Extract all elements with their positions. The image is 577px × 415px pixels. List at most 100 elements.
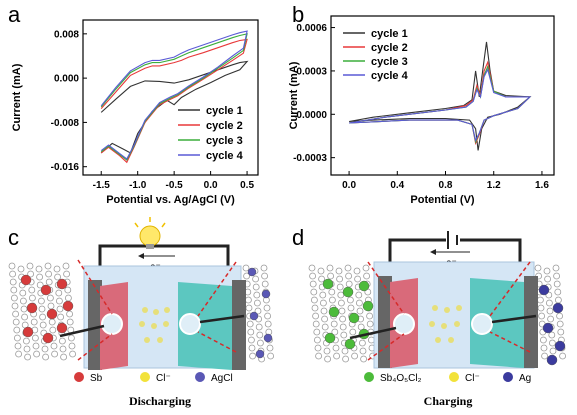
electrode-lattice-right [534, 264, 566, 366]
lattice-node [256, 331, 264, 339]
atom [40, 284, 52, 296]
lattice-node [24, 353, 32, 361]
lattice-node [315, 352, 323, 360]
lattice-node [266, 344, 274, 352]
atom [46, 308, 58, 320]
lattice-node [540, 344, 548, 352]
lattice-node [66, 310, 73, 318]
atom [348, 312, 360, 324]
lattice-node [9, 278, 17, 286]
y-tick-label: -0.016 [51, 162, 80, 173]
lattice-node [328, 296, 336, 304]
y-tick-label: 0.000 [54, 74, 79, 85]
lattice-node [256, 339, 264, 347]
lattice-node [337, 299, 345, 307]
lattice-node [310, 288, 318, 296]
lattice-node [56, 305, 64, 313]
lattice-node [355, 291, 363, 299]
legend-label: cycle 3 [371, 56, 408, 68]
lattice-node [11, 302, 19, 310]
arrow-head-icon [430, 249, 436, 255]
lattice-node [41, 345, 49, 353]
zoom-lines [367, 261, 531, 361]
atom [342, 286, 354, 298]
lattice-node [249, 352, 257, 360]
lattice-node [363, 272, 371, 280]
electrode-lattice-right [242, 264, 275, 363]
lattice-node [267, 352, 275, 360]
lattice-node [336, 283, 344, 291]
lattice-node [555, 296, 562, 304]
lattice-node [332, 344, 340, 352]
lattice-node [556, 320, 564, 328]
legend-dot-sb [74, 372, 84, 382]
caption-charging: Charging [424, 394, 473, 408]
lattice-node [68, 334, 75, 342]
lattice-node [246, 320, 254, 328]
legend-label: cycle 2 [206, 120, 243, 132]
series-line-cycle-4 [100, 30, 248, 160]
atom [261, 289, 271, 299]
arrow-head-icon [138, 253, 144, 259]
lattice-node [264, 312, 272, 320]
current-collector-left [88, 280, 102, 370]
lattice-node [553, 280, 561, 288]
lattice-node [55, 289, 63, 297]
lattice-node [553, 272, 560, 280]
lattice-node [26, 262, 34, 270]
electrode-agcl [178, 282, 232, 370]
zoom-bubble-right [179, 313, 201, 335]
atom [324, 332, 336, 344]
legend-dot-cl [449, 372, 459, 382]
lattice-node [309, 280, 317, 288]
lattice-node [345, 272, 353, 280]
panel-letter-b: b [292, 2, 304, 27]
lattice-node [51, 350, 58, 358]
lattice-node [68, 342, 76, 350]
lattice-node [244, 296, 252, 304]
lattice-node [311, 304, 319, 312]
lattice-node [557, 328, 565, 336]
lattice-node [57, 313, 64, 321]
legend-label: cycle 1 [371, 28, 408, 40]
legend-dot-agcl [195, 372, 205, 382]
lattice-node [326, 264, 334, 272]
lattice-node [351, 352, 359, 360]
lattice-node [342, 355, 350, 363]
lattice-node [354, 275, 362, 283]
lattice-node [358, 339, 366, 347]
legend-label: cycle 1 [206, 105, 243, 117]
lattice-node [328, 288, 336, 296]
lattice-node [318, 275, 326, 283]
plot-frame [82, 19, 259, 176]
lattice-node [537, 304, 545, 312]
electrode-lattice-left [8, 262, 76, 361]
lattice-node [19, 289, 27, 297]
lattice-node [56, 297, 63, 305]
atom [362, 300, 374, 312]
lattice-node [366, 312, 374, 320]
atom [546, 354, 558, 366]
lattice-node [60, 353, 67, 361]
lattice-node [313, 328, 321, 336]
legend-label-sb4o5cl2: Sb₄O₅Cl₂ [380, 373, 422, 384]
plot-frame [330, 15, 555, 176]
lattice-node [360, 355, 368, 363]
lattice-node [248, 344, 256, 352]
lattice-node [13, 334, 21, 342]
lattice-node [534, 264, 542, 272]
schematic-discharging: e⁻ Sb Cl⁻ AgCl Discharging [8, 217, 275, 408]
lattice-node [42, 353, 49, 361]
atom [247, 267, 257, 277]
lattice-node [252, 275, 260, 283]
lattice-node [359, 347, 367, 355]
lattice-node [312, 320, 320, 328]
lattice-node [45, 270, 52, 278]
lattice-node [356, 307, 364, 315]
lattice-node [12, 318, 20, 326]
lattice-node [549, 347, 557, 355]
lattice-node [341, 347, 349, 355]
atom [42, 332, 54, 344]
legend-label: cycle 4 [371, 70, 409, 82]
lattice-node [345, 280, 353, 288]
